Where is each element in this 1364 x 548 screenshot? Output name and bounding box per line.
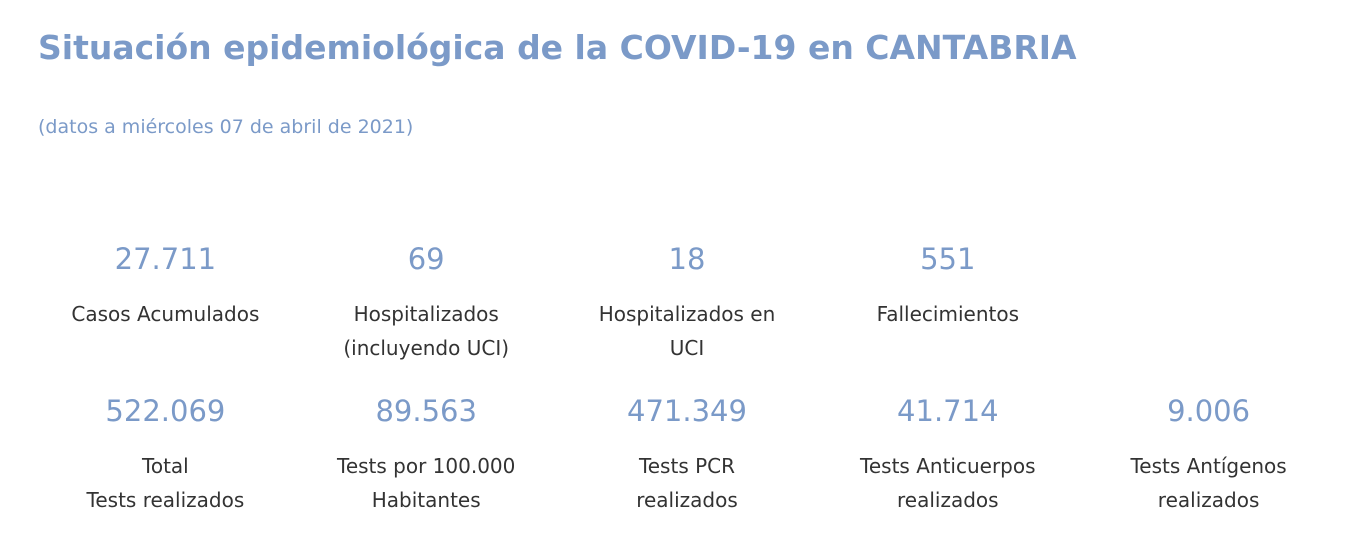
stat-value: 27.711 — [114, 242, 217, 276]
stat-pcr-tests: 471.349 Tests PCR realizados — [557, 390, 818, 530]
page-title: Situación epidemiológica de la COVID-19 … — [38, 28, 1077, 67]
stat-value: 69 — [407, 242, 445, 276]
stat-antigen-tests: 9.006 Tests Antígenos realizados — [1078, 390, 1339, 530]
stat-tests-per-100k: 89.563 Tests por 100.000 Habitantes — [296, 390, 557, 530]
stat-label: Hospitalizados (incluyendo UCI) — [343, 302, 510, 360]
stat-value: 471.349 — [627, 394, 747, 428]
stats-row-tests: 522.069 Total Tests realizados 89.563 Te… — [35, 390, 1339, 530]
stat-hospitalized: 69 Hospitalizados (incluyendo UCI) — [296, 238, 557, 378]
stat-value: 9.006 — [1167, 394, 1251, 428]
stat-value: 41.714 — [897, 394, 999, 428]
stat-label: Casos Acumulados — [71, 302, 260, 326]
stat-label: Hospitalizados en UCI — [598, 302, 776, 360]
stat-label: Tests Antígenos realizados — [1130, 454, 1287, 512]
stat-antibody-tests: 41.714 Tests Anticuerpos realizados — [817, 390, 1078, 530]
stat-label: Tests por 100.000 Habitantes — [337, 454, 516, 512]
stat-value: 89.563 — [375, 394, 477, 428]
data-date-subtitle: (datos a miércoles 07 de abril de 2021) — [38, 116, 414, 138]
stat-label: Total Tests realizados — [86, 454, 245, 512]
stat-value: 522.069 — [105, 394, 226, 428]
stat-value: 551 — [920, 242, 976, 276]
stat-deaths: 551 Fallecimientos — [817, 238, 1078, 378]
stat-icu: 18 Hospitalizados en UCI — [557, 238, 818, 378]
stat-value: 18 — [668, 242, 706, 276]
stat-label: Tests PCR realizados — [636, 454, 738, 512]
stats-row-cases: 27.711 Casos Acumulados 69 Hospitalizado… — [35, 238, 1339, 378]
stat-label: Fallecimientos — [876, 302, 1019, 326]
stat-label: Tests Anticuerpos realizados — [860, 454, 1036, 512]
stat-total-tests: 522.069 Total Tests realizados — [35, 390, 296, 530]
stat-cumulative-cases: 27.711 Casos Acumulados — [35, 238, 296, 378]
